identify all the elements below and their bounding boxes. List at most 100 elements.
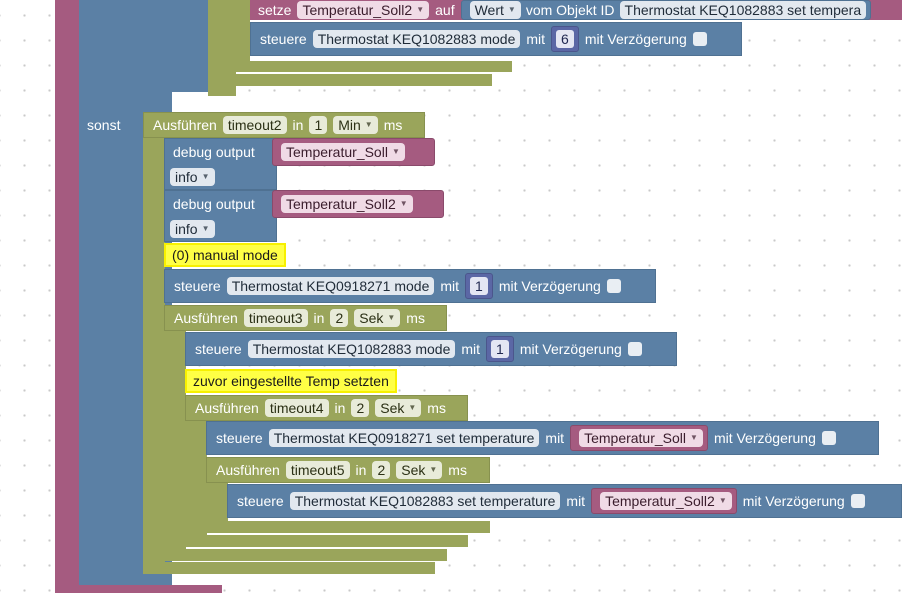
- timeout-block-bottom: [208, 74, 492, 86]
- timeout3-header[interactable]: Ausführen timeout3 in 2 Sek ▼ ms: [164, 305, 447, 331]
- timeout3-bottom: [164, 549, 447, 561]
- steuere-label: steuere: [216, 430, 263, 446]
- if-block-bottom: [55, 585, 222, 593]
- ausfuehren-label: Ausführen: [174, 310, 238, 326]
- timeout-value-field[interactable]: 2: [372, 461, 391, 479]
- debug-output-label: debug output: [173, 144, 255, 160]
- delay-label: mit Verzögerung: [742, 493, 845, 509]
- chevron-down-icon: ▼: [387, 313, 396, 322]
- timeout4-header[interactable]: Ausführen timeout4 in 2 Sek ▼ ms: [185, 395, 468, 421]
- delay-checkbox[interactable]: [627, 342, 642, 356]
- variable-dropdown[interactable]: Temperatur_Soll ▼: [281, 143, 405, 161]
- timeout2-header[interactable]: Ausführen timeout2 in 1 Min ▼ ms: [143, 112, 425, 138]
- mit-label: mit: [526, 31, 546, 47]
- number-block[interactable]: 1: [486, 336, 514, 362]
- debug-level-row: info ▼: [166, 217, 215, 241]
- chevron-down-icon: ▼: [201, 172, 210, 181]
- logic-block-top-arm: [143, 0, 210, 92]
- debug-level-dropdown[interactable]: info ▼: [170, 220, 215, 238]
- timeout-unit-dropdown[interactable]: Sek ▼: [396, 461, 443, 479]
- timeout-name-field[interactable]: timeout2: [222, 116, 287, 134]
- delay-checkbox[interactable]: [692, 32, 707, 46]
- timeout-unit-dropdown[interactable]: Min ▼: [333, 116, 378, 134]
- timeout5-header[interactable]: Ausführen timeout5 in 2 Sek ▼ ms: [206, 457, 490, 483]
- steuere-label: steuere: [260, 31, 307, 47]
- else-label: sonst: [87, 117, 121, 133]
- timeout-name-field[interactable]: timeout4: [264, 399, 329, 417]
- timeout2-bottom: [143, 562, 435, 574]
- get-value-block[interactable]: Wert ▼ vom Objekt ID Thermostat KEQ108288…: [460, 0, 872, 20]
- timeout3-arm: [164, 305, 186, 561]
- in-label: in: [292, 117, 304, 133]
- in-label: in: [334, 400, 346, 416]
- timeout5-bottom: [206, 521, 490, 533]
- control-block[interactable]: steuere Thermostat KEQ1082883 mode mit 1…: [185, 332, 677, 366]
- number-block[interactable]: 1: [465, 273, 493, 299]
- timeout4-arm: [185, 395, 207, 547]
- chevron-down-icon: ▼: [364, 120, 373, 129]
- control-block[interactable]: steuere Thermostat KEQ0918271 mode mit 1…: [164, 269, 656, 303]
- variable-dropdown[interactable]: Temperatur_Soll2 ▼: [297, 1, 430, 19]
- object-id-field[interactable]: Thermostat KEQ1082883 mode: [247, 340, 456, 358]
- variable-get-block[interactable]: Temperatur_Soll2 ▼: [272, 190, 444, 218]
- number-value[interactable]: 6: [556, 30, 574, 48]
- wert-dropdown[interactable]: Wert ▼: [469, 1, 521, 19]
- ausfuehren-label: Ausführen: [216, 462, 280, 478]
- timeout2-arm: [143, 112, 165, 574]
- variable-get-block[interactable]: Temperatur_Soll ▼: [570, 425, 708, 451]
- ms-label: ms: [448, 462, 467, 478]
- set-variable-block[interactable]: setze Temperatur_Soll2 ▼ auf Wert ▼ vom Ob…: [250, 0, 902, 20]
- control-block[interactable]: steuere Thermostat KEQ0918271 set temper…: [206, 421, 879, 455]
- timeout-value-field[interactable]: 2: [351, 399, 370, 417]
- object-id-field[interactable]: Thermostat KEQ0918271 mode: [226, 277, 435, 295]
- in-label: in: [355, 462, 367, 478]
- timeout-name-field[interactable]: timeout3: [243, 309, 308, 327]
- comment-block[interactable]: zuvor eingestellte Temp setzten: [185, 369, 397, 393]
- variable-dropdown[interactable]: Temperatur_Soll ▼: [579, 429, 703, 447]
- object-id-field[interactable]: Thermostat KEQ1082883 set temperature: [289, 492, 561, 510]
- if-block-left-edge[interactable]: [55, 0, 79, 593]
- chevron-down-icon: ▼: [399, 199, 408, 208]
- variable-dropdown[interactable]: Temperatur_Soll2 ▼: [281, 195, 413, 213]
- number-value[interactable]: 1: [470, 277, 488, 295]
- chevron-down-icon: ▼: [429, 465, 438, 474]
- chevron-down-icon: ▼: [690, 433, 698, 442]
- delay-label: mit Verzögerung: [519, 341, 622, 357]
- debug-output-label: debug output: [173, 196, 255, 212]
- object-id-field[interactable]: Thermostat KEQ0918271 set temperature: [268, 429, 540, 447]
- timeout-unit-dropdown[interactable]: Sek ▼: [354, 309, 401, 327]
- variable-get-block[interactable]: Temperatur_Soll2 ▼: [591, 488, 737, 514]
- timeout-value-field[interactable]: 2: [330, 309, 349, 327]
- mit-label: mit: [440, 278, 460, 294]
- ausfuehren-label: Ausführen: [195, 400, 259, 416]
- debug-level-dropdown[interactable]: info ▼: [170, 168, 215, 186]
- delay-checkbox[interactable]: [850, 494, 865, 508]
- mit-label: mit: [461, 341, 481, 357]
- number-block[interactable]: 6: [551, 26, 579, 52]
- ms-label: ms: [406, 310, 425, 326]
- debug-level-row: info ▼: [166, 165, 215, 189]
- timeout-name-field[interactable]: timeout5: [285, 461, 350, 479]
- comment-block[interactable]: (0) manual mode: [164, 243, 286, 267]
- chevron-down-icon: ▼: [408, 403, 417, 412]
- object-id-field[interactable]: Thermostat KEQ1082883 set tempera: [619, 1, 867, 19]
- timeout-block-bottom-inner: [228, 61, 512, 72]
- number-value[interactable]: 1: [491, 340, 509, 358]
- variable-get-block[interactable]: Temperatur_Soll ▼: [272, 138, 435, 166]
- timeout-value-field[interactable]: 1: [309, 116, 328, 134]
- control-block[interactable]: steuere Thermostat KEQ1082883 set temper…: [227, 484, 902, 518]
- delay-label: mit Verzögerung: [713, 430, 816, 446]
- mit-label: mit: [545, 430, 565, 446]
- delay-checkbox[interactable]: [606, 279, 621, 293]
- chevron-down-icon: ▼: [416, 5, 425, 14]
- steuere-label: steuere: [237, 493, 284, 509]
- control-block[interactable]: steuere Thermostat KEQ1082883 mode mit 6…: [250, 22, 742, 56]
- delay-checkbox[interactable]: [821, 431, 836, 445]
- timeout4-bottom: [185, 535, 468, 547]
- auf-label: auf: [435, 2, 455, 18]
- chevron-down-icon: ▼: [507, 5, 516, 14]
- timeout-unit-dropdown[interactable]: Sek ▼: [375, 399, 422, 417]
- ms-label: ms: [383, 117, 403, 133]
- variable-dropdown[interactable]: Temperatur_Soll2 ▼: [600, 492, 732, 510]
- object-id-field[interactable]: Thermostat KEQ1082883 mode: [312, 30, 521, 48]
